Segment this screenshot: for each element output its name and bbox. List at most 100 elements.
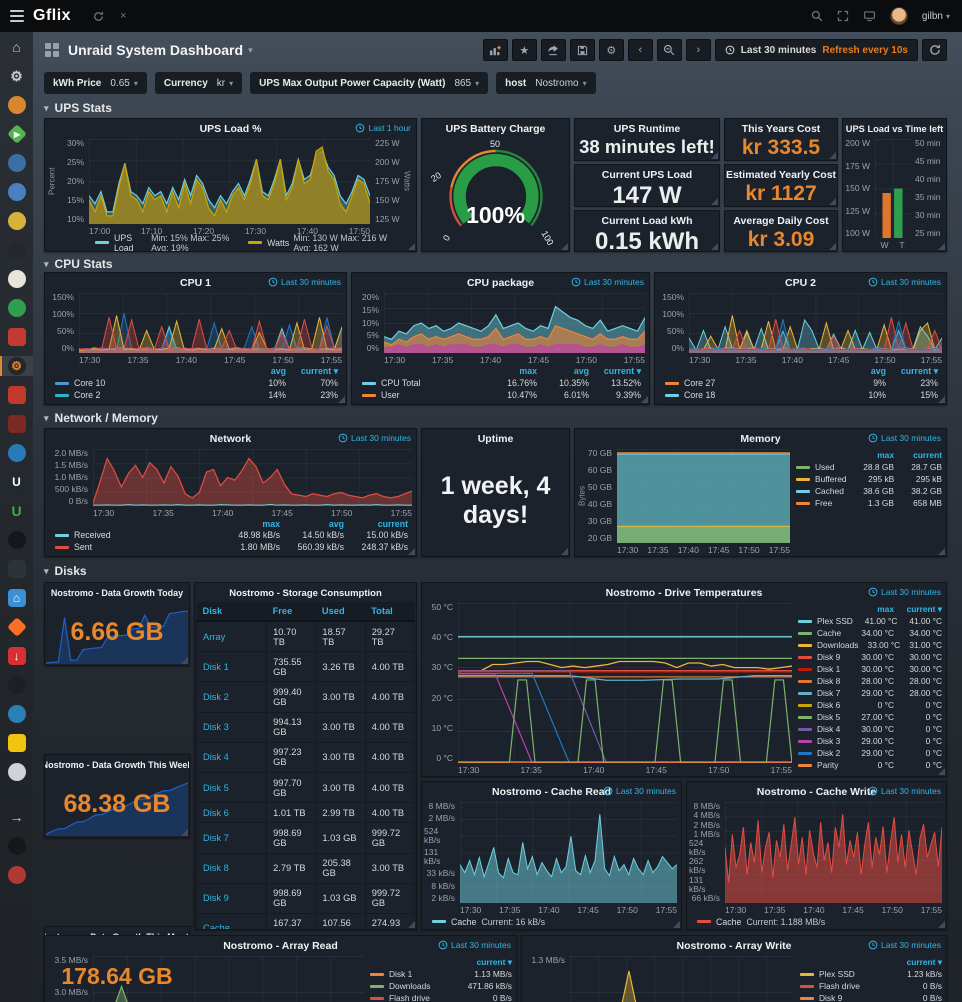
legend-columns[interactable]: max avg current ▾ [519, 366, 641, 376]
disk-name-cell[interactable]: Disk 6 [195, 802, 268, 824]
legend-item[interactable]: Disk 5 27.00 °C 0 °C [798, 711, 942, 723]
panel-title[interactable]: Nostromo - Cache Write [756, 786, 877, 798]
panel-title[interactable]: CPU 1 [180, 277, 211, 289]
user-menu[interactable]: gilbn ▾ [921, 10, 950, 22]
legend-item[interactable]: Downloads 33.00 °C 31.00 °C [798, 639, 942, 651]
panel-title[interactable]: Nostromo - Data Growth Today [50, 588, 184, 598]
sidebar-app-icon[interactable] [0, 240, 33, 260]
sidebar-app-icon[interactable] [0, 327, 33, 347]
legend-item[interactable]: Flash drive 0 B/s [370, 992, 512, 1002]
panel-title[interactable]: CPU package [466, 277, 535, 289]
sidebar-app-icon[interactable]: ▸ [0, 124, 33, 144]
ups-load-chart[interactable] [89, 139, 370, 224]
panel-time-range[interactable]: Last 30 minutes [868, 433, 941, 443]
disk-name-cell[interactable]: Disk 1 [195, 651, 268, 683]
panel-title[interactable]: UPS Load vs Time left [845, 124, 944, 134]
legend-item[interactable]: Disk 1 30.00 °C 30.00 °C [798, 663, 942, 675]
legend-item[interactable]: User 10.47% 6.01% 9.39% [362, 389, 641, 401]
drive-temps-chart[interactable] [458, 603, 792, 763]
menu-icon[interactable] [0, 0, 33, 32]
row-network-memory[interactable]: ▾ Network / Memory [44, 411, 158, 425]
save-button[interactable] [569, 39, 595, 61]
legend-item[interactable]: Plex SSD 41.00 °C 41.00 °C [798, 615, 942, 627]
panel-title[interactable]: Average Daily Cost [733, 215, 829, 227]
legend-item[interactable]: Disk 4 30.00 °C 0 °C [798, 723, 942, 735]
sidebar-app-icon[interactable] [0, 414, 33, 434]
panel-time-range[interactable]: Last 30 minutes [868, 786, 941, 796]
panel-time-range[interactable]: Last 30 minutes [338, 433, 411, 443]
panel-time-range[interactable]: Last 30 minutes [438, 940, 511, 950]
panel-title[interactable]: Nostromo - Cache Read [491, 786, 612, 798]
legend-columns[interactable]: current ▾ [476, 957, 512, 967]
settings-button[interactable]: ⚙ [598, 39, 624, 61]
table-column-header[interactable]: Free [266, 602, 316, 622]
dashboard-title[interactable]: Unraid System Dashboard [68, 42, 244, 58]
time-forward-button[interactable]: › [685, 39, 711, 61]
disk-name-cell[interactable]: Array [195, 620, 268, 653]
legend-item[interactable]: Disk 3 29.00 °C 0 °C [798, 735, 942, 747]
panel-title[interactable]: Network [209, 433, 252, 445]
legend-item[interactable]: Plex SSD 1.23 kB/s [800, 968, 942, 980]
cpu-package-chart[interactable] [384, 293, 645, 353]
legend-item[interactable]: Disk 2 29.00 °C 0 °C [798, 747, 942, 759]
panel-title[interactable]: This Years Cost [741, 123, 821, 135]
legend-columns[interactable]: max current [877, 450, 942, 460]
disk-name-cell[interactable]: Disk 9 [195, 882, 268, 914]
sidebar-app-icon[interactable] [0, 269, 33, 289]
sidebar-app-icon[interactable]: U [11, 503, 22, 519]
add-panel-button[interactable] [482, 39, 508, 61]
refresh-button[interactable] [922, 39, 947, 61]
legend-item[interactable]: Free 1.3 GB 658 MB [796, 497, 942, 509]
disk-name-cell[interactable]: Disk 3 [195, 711, 268, 743]
table-column-header[interactable]: Total [365, 602, 415, 622]
sidebar-app-icon[interactable] [0, 298, 33, 318]
dashboard-grid-icon[interactable] [45, 43, 59, 57]
panel-title[interactable]: UPS Runtime [613, 123, 681, 135]
variable-dropdown[interactable]: host Nostromo ▾ [496, 72, 596, 94]
search-icon[interactable] [811, 10, 823, 22]
variable-dropdown[interactable]: Currency kr ▾ [154, 72, 243, 94]
legend-item[interactable]: Disk 1 1.13 MB/s [370, 968, 512, 980]
panel-title[interactable]: Nostromo - Array Write [676, 940, 792, 952]
row-cpu-stats[interactable]: ▾ CPU Stats [44, 257, 113, 271]
legend-columns[interactable]: max current ▾ [877, 604, 942, 614]
legend-item[interactable]: CPU Total 16.76% 10.35% 13.52% [362, 377, 641, 389]
legend-item[interactable]: Core 10 10% 70% [55, 377, 338, 389]
panel-time-range[interactable]: Last 30 minutes [268, 277, 341, 287]
legend-columns[interactable]: max avg current [262, 519, 408, 529]
panel-title[interactable]: Nostromo - Data Growth This Week [44, 760, 190, 770]
sidebar-app-icon[interactable]: ↓ [0, 646, 33, 666]
row-disks[interactable]: ▾ Disks [44, 564, 87, 578]
sidebar-app-icon[interactable] [0, 704, 33, 724]
sidebar-app-icon[interactable] [0, 617, 33, 637]
sidebar-app-icon[interactable] [0, 836, 33, 856]
sidebar-app-icon[interactable]: ⚙ [10, 67, 23, 84]
panel-title[interactable]: UPS Battery Charge [445, 123, 546, 135]
legend-columns[interactable]: avg current ▾ [870, 366, 938, 376]
panel-title[interactable]: Current Load kWh [601, 215, 693, 227]
sidebar-app-icon[interactable] [0, 211, 33, 231]
cache-write-chart[interactable] [725, 802, 942, 903]
sidebar-app-icon[interactable] [0, 182, 33, 202]
sidebar-app-icon[interactable] [0, 762, 33, 782]
legend-item[interactable]: Buffered 295 kB 295 kB [796, 473, 942, 485]
ups-bar-chart[interactable] [875, 139, 910, 238]
panel-time-range[interactable]: Last 30 minutes [868, 940, 941, 950]
variable-dropdown[interactable]: kWh Price 0.65 ▾ [44, 72, 147, 94]
disk-name-cell[interactable]: Disk 5 [195, 771, 268, 804]
legend-item[interactable]: Parity 0 °C 0 °C [798, 759, 942, 771]
legend-item[interactable]: Disk 7 29.00 °C 28.00 °C [798, 687, 942, 699]
tab-refresh-icon[interactable] [93, 11, 104, 22]
dashboard-title-caret-icon[interactable]: ▾ [248, 44, 253, 55]
row-ups-stats[interactable]: ▾ UPS Stats [44, 101, 112, 115]
zoom-out-button[interactable] [656, 39, 682, 61]
panel-time-range[interactable]: Last 30 minutes [868, 587, 941, 597]
cpu1-chart[interactable] [79, 293, 342, 353]
sidebar-app-icon[interactable]: ⌂ [12, 39, 21, 55]
sidebar-app-icon[interactable]: → [9, 809, 24, 825]
share-button[interactable] [540, 39, 566, 61]
sidebar-app-icon[interactable] [0, 530, 33, 550]
legend-item[interactable]: Flash drive 0 B/s [800, 980, 942, 992]
legend-item[interactable]: Watts Min: 130 W Max: 216 W Avg: 162 W [248, 233, 406, 251]
disk-name-cell[interactable]: Disk 4 [195, 741, 268, 773]
